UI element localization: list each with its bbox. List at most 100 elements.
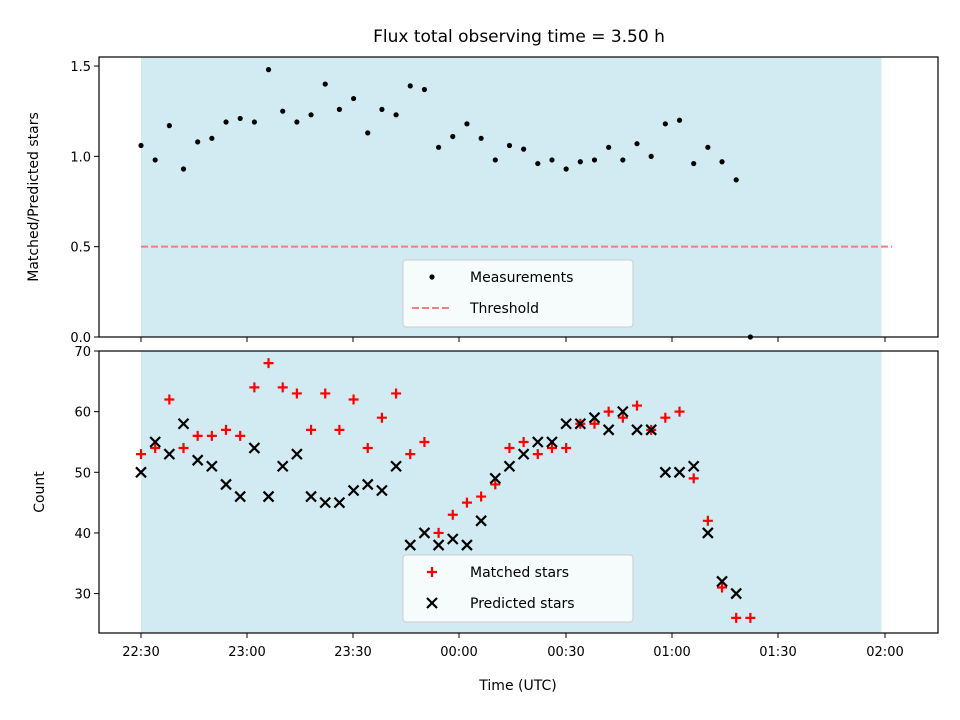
data-point xyxy=(390,460,402,473)
data-point xyxy=(634,141,640,147)
data-point xyxy=(237,115,243,122)
series-measurements xyxy=(138,67,753,340)
data-point xyxy=(673,466,686,479)
x-tick-label: 23:30 xyxy=(334,645,371,660)
data-point xyxy=(235,430,246,441)
legend-marker xyxy=(427,567,437,577)
data-point xyxy=(164,394,175,405)
data-point xyxy=(206,430,217,441)
data-point xyxy=(464,121,470,127)
data-point xyxy=(149,436,161,448)
data-point xyxy=(659,466,672,479)
data-point xyxy=(407,83,413,89)
data-point xyxy=(319,496,332,509)
data-point xyxy=(517,448,530,460)
data-point xyxy=(478,135,484,141)
data-point xyxy=(617,412,628,423)
data-point xyxy=(334,424,345,435)
data-point xyxy=(262,490,275,503)
data-point xyxy=(365,130,371,136)
y-tick-label: 70 xyxy=(74,345,91,360)
data-point xyxy=(546,443,557,454)
data-point xyxy=(348,394,359,405)
data-point xyxy=(209,135,215,141)
data-point xyxy=(632,400,642,411)
data-point xyxy=(705,144,711,150)
legend: Matched stars Predicted stars xyxy=(402,554,634,623)
data-point xyxy=(391,388,402,399)
data-point xyxy=(518,436,529,447)
data-point xyxy=(419,436,430,447)
y-tick-label: 1.0 xyxy=(70,150,91,165)
y-tick-label: 40 xyxy=(74,527,91,542)
data-point xyxy=(492,157,498,163)
data-point xyxy=(648,153,654,159)
legend-label: Threshold xyxy=(469,301,539,317)
data-point xyxy=(606,144,612,150)
data-point xyxy=(591,157,598,163)
data-point xyxy=(263,358,274,369)
data-point xyxy=(336,106,342,112)
data-point xyxy=(333,496,346,509)
data-point xyxy=(277,382,288,393)
x-tick-label: 22:30 xyxy=(122,645,159,660)
data-point xyxy=(191,454,204,466)
legend-label: Predicted stars xyxy=(470,596,575,612)
data-point xyxy=(393,112,399,118)
legend-marker xyxy=(426,597,438,609)
data-point xyxy=(461,497,472,508)
data-point xyxy=(716,575,728,588)
data-point xyxy=(617,405,629,418)
data-point xyxy=(361,478,374,491)
data-point xyxy=(347,484,360,497)
chart-title: Flux total observing time = 3.50 h xyxy=(373,27,665,47)
data-point xyxy=(178,443,189,454)
top-panel: 0.0 0.5 1.0 1.5 Measurements Threshold xyxy=(70,56,939,346)
y-tick-label: 0.5 xyxy=(70,241,91,256)
data-point xyxy=(546,436,558,448)
data-point xyxy=(620,157,626,163)
data-point xyxy=(404,539,417,551)
data-point xyxy=(421,86,428,93)
data-point xyxy=(662,121,668,127)
data-point xyxy=(506,142,513,149)
data-point xyxy=(195,139,201,145)
legend-box xyxy=(402,259,634,328)
series-matched-stars xyxy=(136,358,756,623)
data-point xyxy=(234,490,246,503)
data-point xyxy=(136,449,146,460)
data-point xyxy=(503,460,516,473)
series-predicted-stars xyxy=(135,405,742,600)
data-point xyxy=(446,533,459,545)
data-point xyxy=(152,157,158,163)
x-tick-label: 23:00 xyxy=(228,645,265,660)
x-tick-label: 00:00 xyxy=(440,645,477,660)
data-point xyxy=(291,388,302,399)
data-point xyxy=(532,436,544,448)
bottom-panel: 30 40 50 60 70 22:30 23:00 23:30 00:00 00:30 01:00… xyxy=(74,345,939,660)
data-point xyxy=(631,424,643,436)
data-point xyxy=(322,81,328,87)
data-point xyxy=(291,448,303,460)
data-point xyxy=(745,612,756,623)
data-point xyxy=(489,472,502,485)
data-point xyxy=(166,123,172,129)
data-point xyxy=(447,509,458,520)
data-point xyxy=(476,491,487,502)
data-point xyxy=(563,166,569,172)
data-point xyxy=(674,406,685,417)
x-tick-label: 00:30 xyxy=(547,645,584,660)
y-tick-label: 1.5 xyxy=(70,60,91,75)
data-point xyxy=(602,424,615,436)
data-point xyxy=(733,177,739,183)
data-point xyxy=(221,424,232,435)
data-point xyxy=(432,539,445,551)
data-point xyxy=(702,527,714,539)
data-point xyxy=(660,412,671,423)
axes-frame xyxy=(98,350,939,634)
data-point xyxy=(280,108,286,114)
data-point xyxy=(717,582,728,593)
data-point xyxy=(163,448,176,460)
data-point xyxy=(379,106,385,112)
